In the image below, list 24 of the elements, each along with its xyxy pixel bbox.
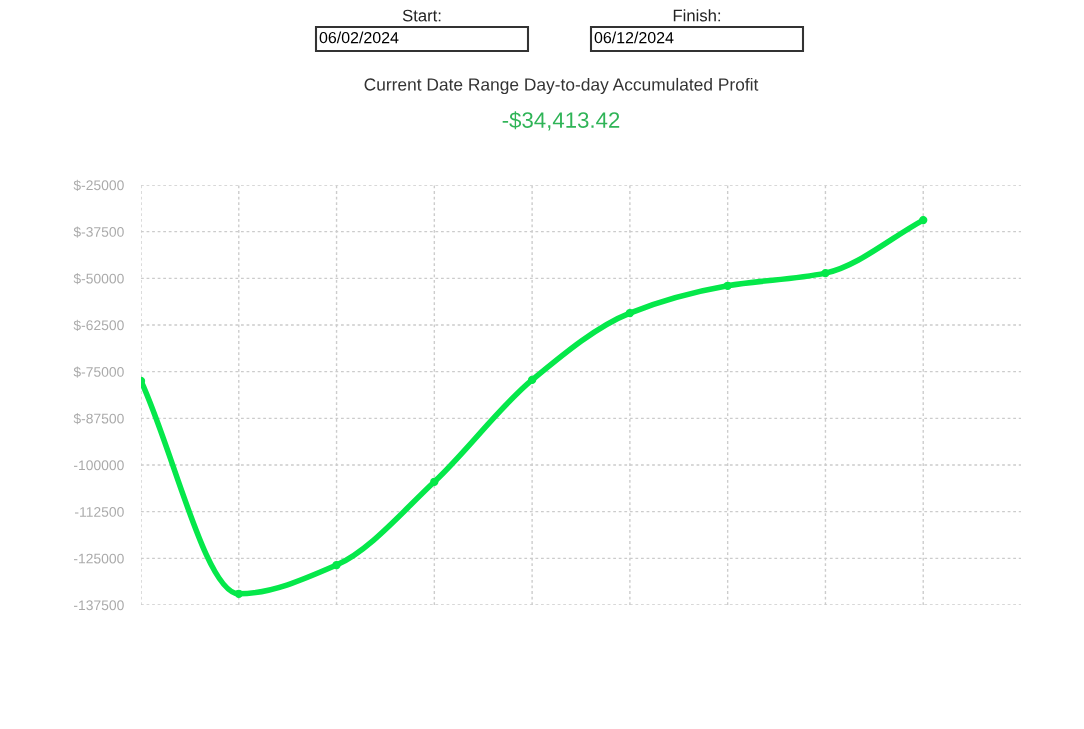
text: 06/02/2024 [319,31,399,44]
chart-subtitle: -$34,413.42 [502,111,620,131]
y-tick-label: $-50000 [73,273,124,285]
point [332,560,341,570]
point [821,268,830,278]
point [430,477,439,486]
y-tick-label: $-62500 [73,319,124,331]
y-tick-label: $-75000 [73,366,124,378]
point [625,308,635,318]
chart-title: Current Date Range Day-to-day Accumulated Profit [364,77,759,95]
y-tick-label: -125000 [73,553,124,564]
y-tick-label: $-37500 [73,226,124,238]
point [527,375,537,385]
y-tick-label: $-87500 [73,413,124,425]
text: 06/12/2024 [594,31,674,44]
y-tick-label: -112500 [75,507,124,517]
point [919,215,928,225]
y-tick-label: -100000 [73,460,124,471]
y-tick-label: -137500 [73,600,124,611]
point [234,589,243,598]
y-tick-label: $-25000 [73,179,124,191]
text: Finish: [673,9,721,22]
point [723,281,732,290]
text: Start: [402,9,441,22]
